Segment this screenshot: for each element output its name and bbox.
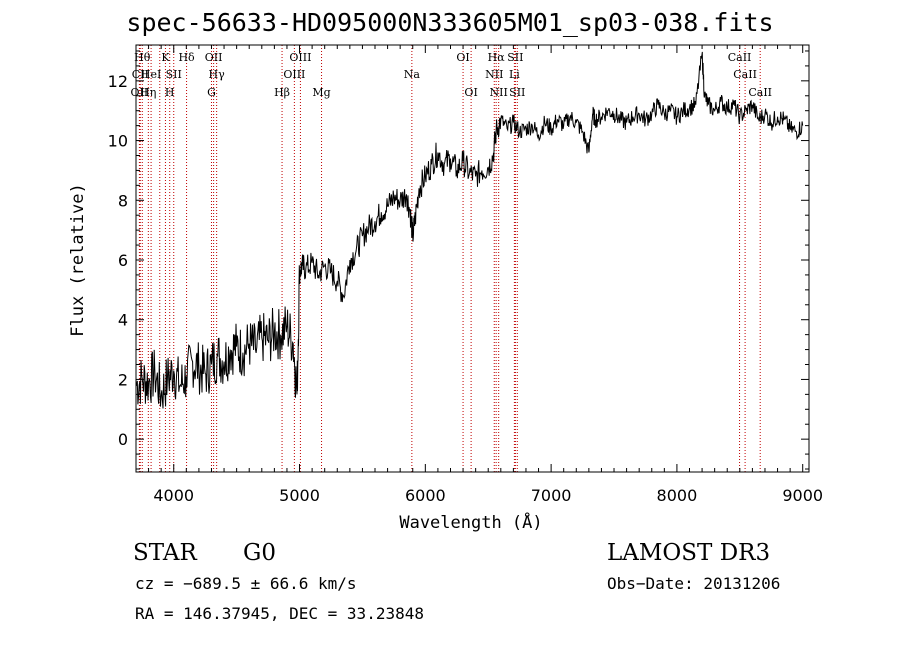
x-axis-label: Wavelength (Å) [399,511,542,533]
y-tick-label: 2 [118,370,128,389]
line-label-25: SII [509,86,525,99]
line-label-15: OIII [289,51,311,64]
line-label-16: Mg [312,86,330,99]
object-subclass: G0 [243,540,277,566]
line-label-26: CaII [728,51,752,64]
line-label-27: CaII [733,68,757,81]
x-axis: 4000 5000 6000 7000 8000 9000 [135,45,823,505]
spectral-line-markers [138,45,761,472]
x-tick-label: 5000 [279,486,320,505]
x-tick-label: 7000 [531,486,572,505]
x-tick-label: 6000 [405,486,446,505]
y-tick-label: 4 [118,311,128,330]
line-label-19: OI [464,86,477,99]
y-axis-label: Flux (relative) [68,183,88,337]
line-label-17: Na [404,68,421,81]
line-label-6: K [161,51,170,64]
line-label-3: Hη [140,86,156,99]
line-label-21: Hα [488,51,506,64]
y-tick-label: 10 [108,132,128,151]
x-tick-label: 8000 [657,486,698,505]
line-label-20: NII [485,68,503,81]
redshift-velocity: cz = −689.5 ± 66.6 km/s [135,574,357,593]
line-label-18: OI [456,51,469,64]
line-label-14: OIII [283,68,305,81]
line-label-22: NII [490,86,508,99]
coordinates: RA = 146.37945, DEC = 33.23848 [135,604,424,623]
line-label-24: SII [507,51,523,64]
object-class: STAR [133,540,197,566]
line-label-7: H [165,86,175,99]
chart-title: spec-56633-HD095000N333605M01_sp03-038.f… [126,8,774,37]
spectrum-series [135,51,804,409]
y-tick-label: 6 [118,251,128,270]
y-axis: 0 2 4 6 8 10 12 [108,50,809,470]
x-tick-label: 4000 [153,486,194,505]
line-label-12: Hγ [209,68,226,81]
y-tick-label: 0 [118,430,128,449]
line-label-13: Hβ [274,86,290,99]
line-label-9: Hδ [178,51,195,64]
line-label-4: HeI [141,68,161,81]
line-label-28: CaII [748,86,772,99]
flux-line [135,51,804,409]
y-tick-label: 8 [118,191,128,210]
x-tick-label: 9000 [782,486,823,505]
line-label-8: SII [166,68,182,81]
line-label-0: Hθ [134,51,151,64]
line-label-11: OII [205,51,223,64]
line-label-2: OII [131,86,149,99]
survey-name: LAMOST DR3 [607,540,771,566]
plot-frame [135,44,810,473]
y-tick-label: 12 [108,72,128,91]
line-label-23: Li [509,68,520,81]
line-label-10: G [207,86,216,99]
spectral-line-labels: HθCIIOIIHηHeIKHSIIHδGOIIHγHβOIIIOIIIMgNa… [131,51,772,99]
observation-date: Obs−Date: 20131206 [607,574,781,593]
